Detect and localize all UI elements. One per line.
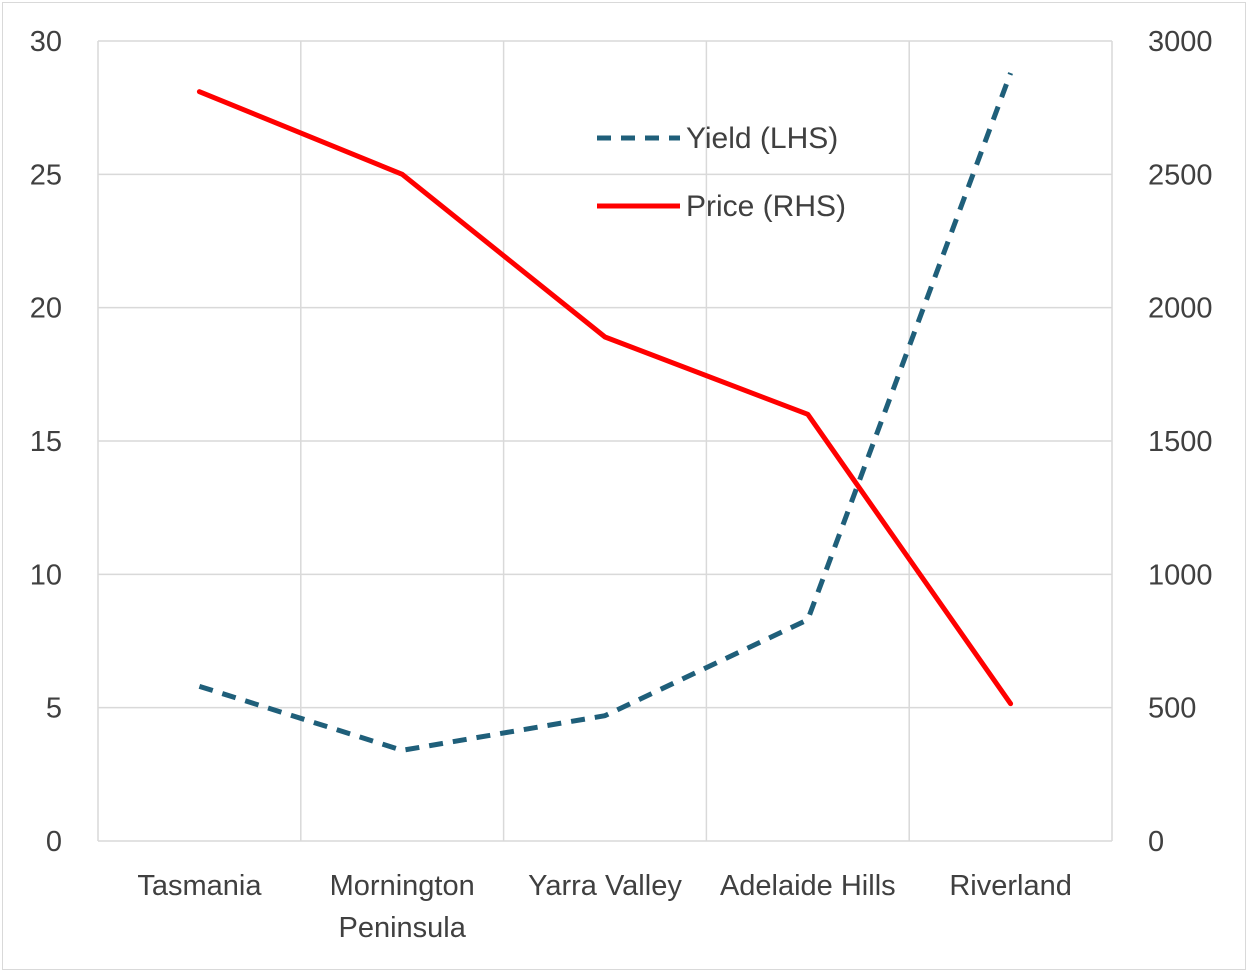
left-tick-label: 5: [46, 693, 62, 725]
right-tick-label: 2500: [1148, 159, 1213, 191]
right-tick-label: 1000: [1148, 559, 1213, 591]
right-tick-label: 500: [1148, 693, 1196, 725]
left-tick-label: 0: [46, 826, 62, 858]
left-tick-label: 15: [30, 426, 62, 458]
category-label: Riverland: [949, 870, 1072, 902]
category-label: Adelaide Hills: [720, 870, 896, 902]
gridlines: [97, 40, 1113, 842]
price-series-line: [196, 89, 1014, 707]
right-tick-label: 0: [1148, 826, 1164, 858]
right-tick-label: 2000: [1148, 293, 1213, 325]
right-axis-ticks: 0 500 1000 1500 2000 2500 3000: [1148, 26, 1213, 858]
right-tick-label: 3000: [1148, 26, 1213, 58]
legend-label: Price (RHS): [686, 190, 846, 223]
series-lines: [196, 72, 1014, 753]
yield-series-line: [198, 72, 1013, 753]
left-tick-label: 30: [30, 26, 62, 58]
category-label: Mornington Peninsula: [330, 870, 475, 944]
category-label: Tasmania: [137, 870, 262, 902]
left-tick-label: 20: [30, 293, 62, 325]
left-axis-ticks: 0 5 10 15 20 25 30: [30, 26, 62, 858]
legend: Yield (LHS) Price (RHS): [597, 122, 846, 223]
category-label: Yarra Valley: [528, 870, 682, 902]
left-tick-label: 25: [30, 159, 62, 191]
left-tick-label: 10: [30, 559, 62, 591]
category-axis-labels: Tasmania Mornington Peninsula Yarra Valley A…: [137, 870, 1072, 944]
legend-label: Yield (LHS): [686, 122, 838, 155]
right-tick-label: 1500: [1148, 426, 1213, 458]
